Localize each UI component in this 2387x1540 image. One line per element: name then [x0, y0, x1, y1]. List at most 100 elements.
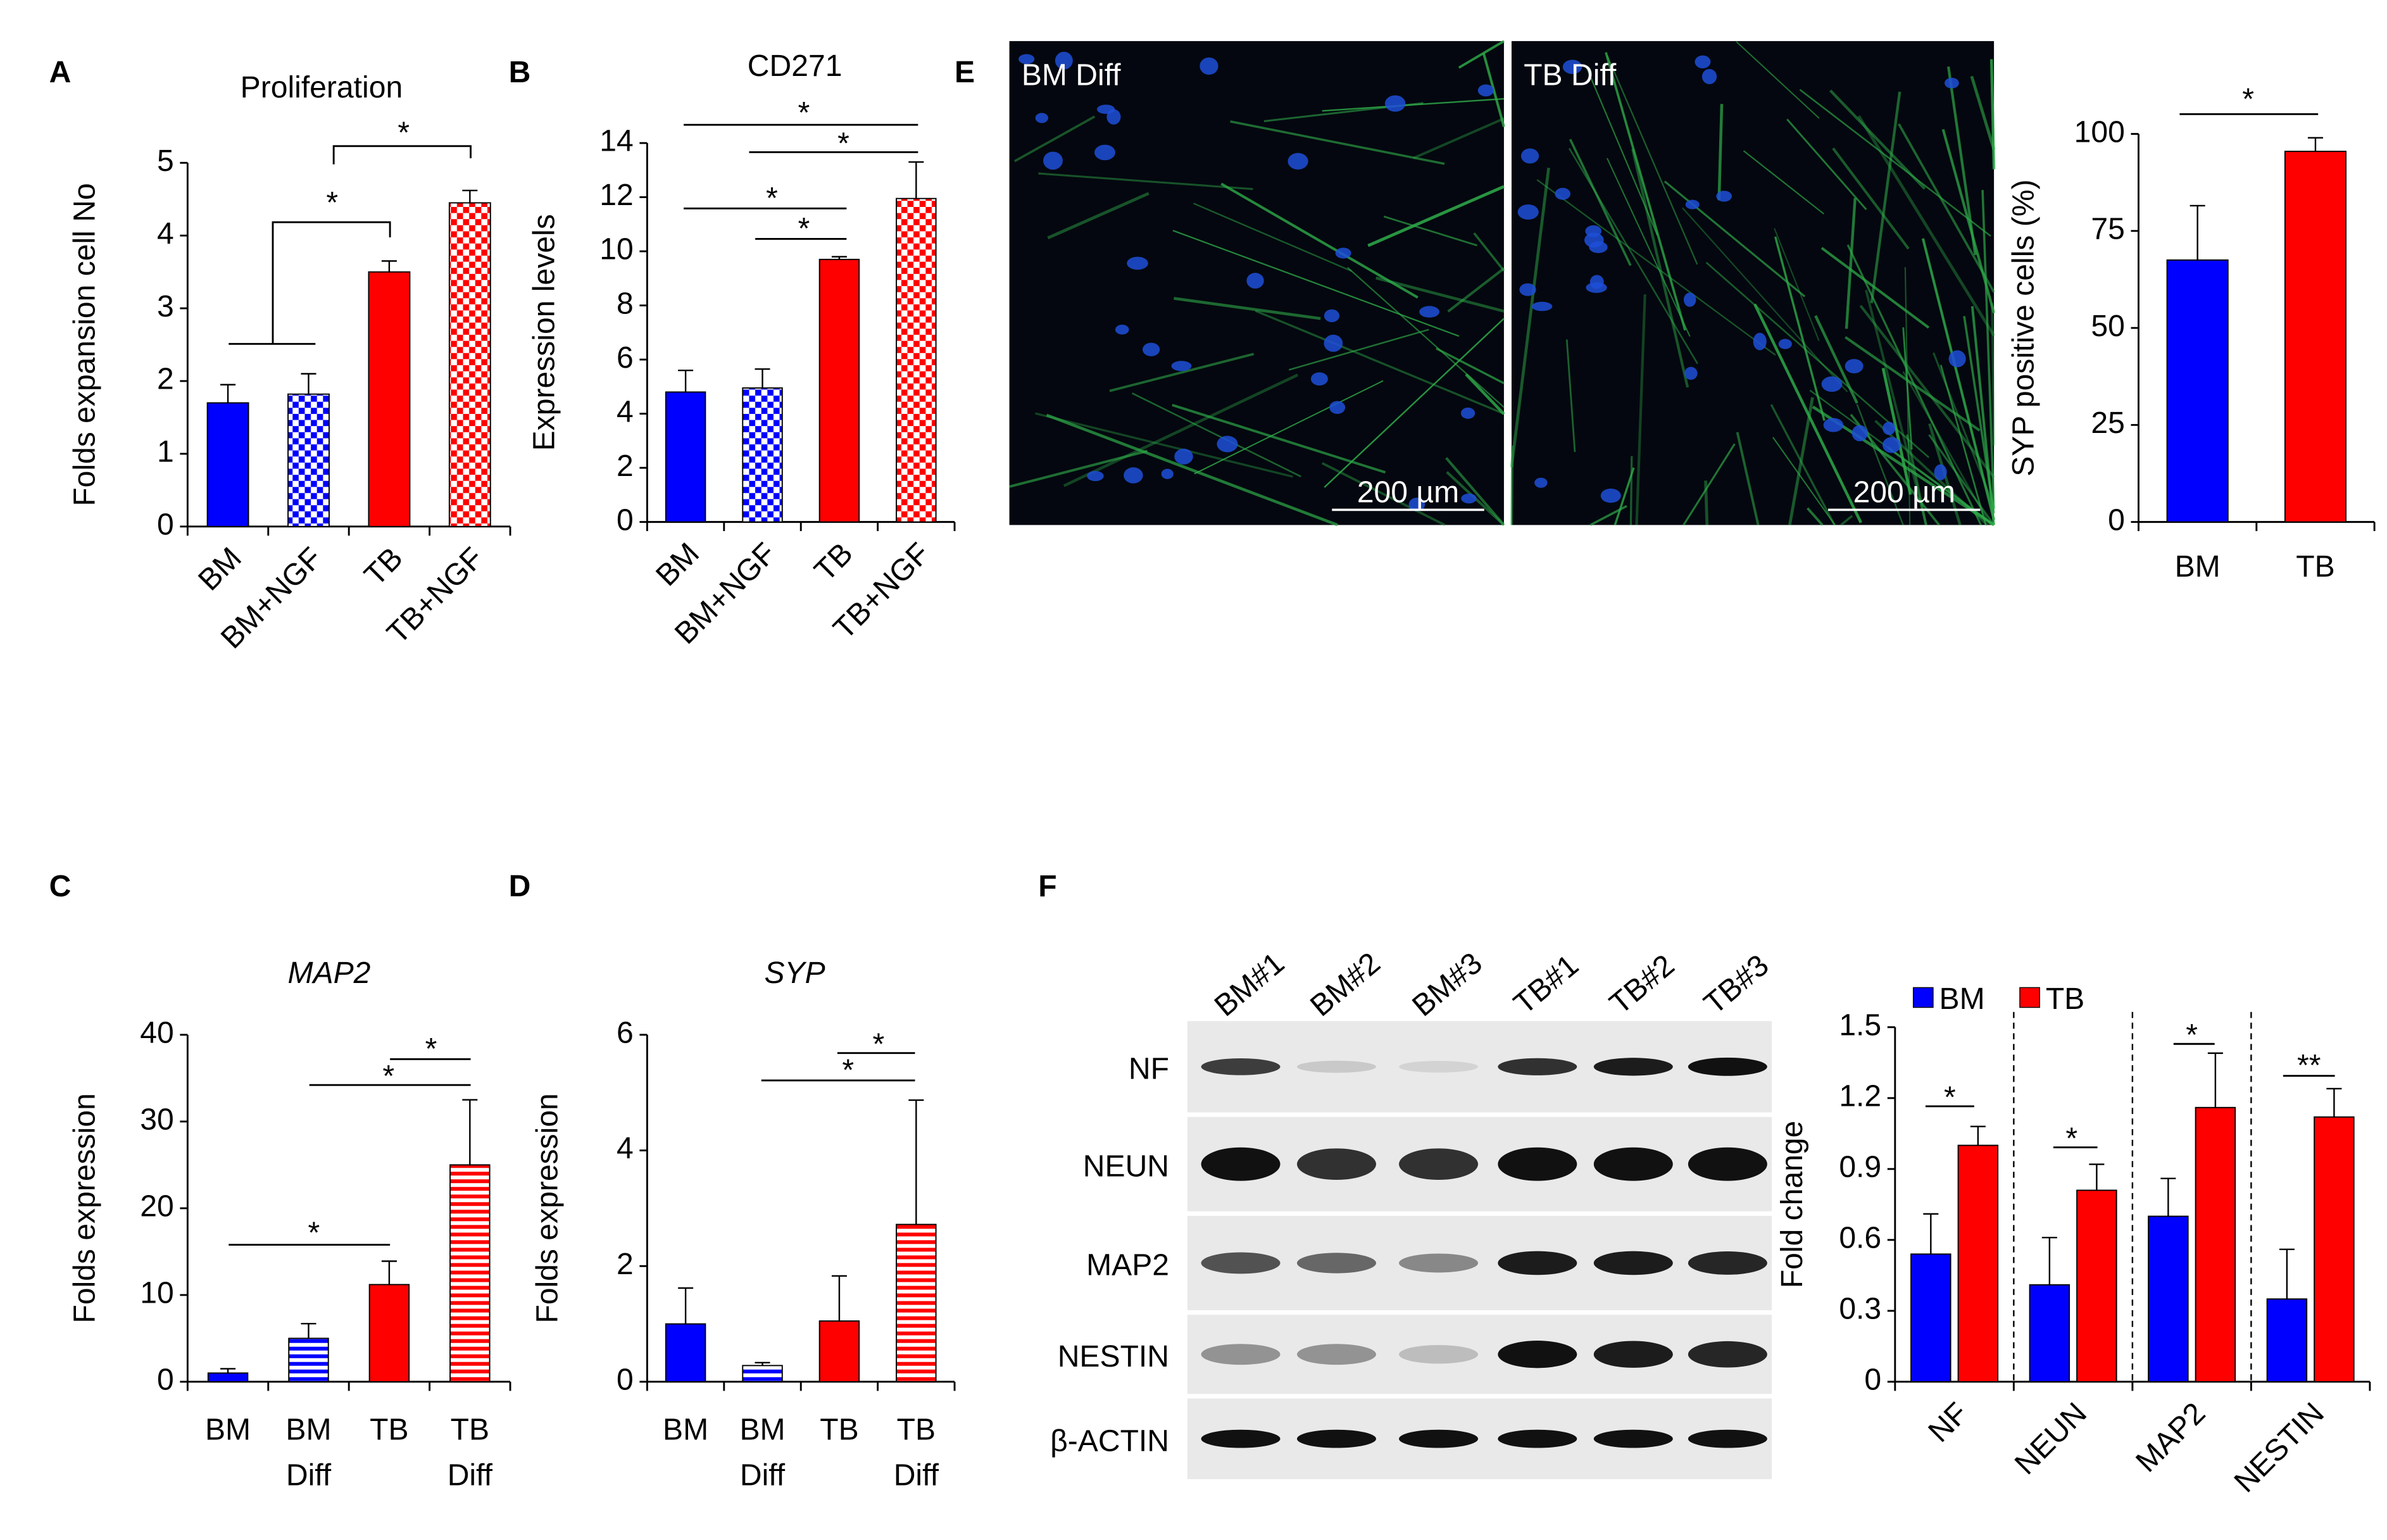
blot-row [1187, 1315, 1772, 1394]
error-bar [1970, 1125, 1986, 1146]
bar [2148, 1215, 2189, 1382]
y-axis-label: Folds expression [68, 1093, 102, 1323]
fiber [1939, 365, 1987, 525]
panel-label: B [509, 55, 531, 89]
lane-label: BM#3 [1406, 946, 1489, 1023]
fiber [1786, 118, 1867, 210]
nucleus [1778, 339, 1792, 349]
fiber [1845, 336, 1981, 432]
nucleus [1851, 425, 1868, 442]
row-label: NEUN [1083, 1149, 1169, 1183]
bar [665, 1323, 706, 1382]
bar [448, 202, 491, 527]
significance-label: * [872, 1027, 884, 1061]
blot-band [1201, 1058, 1281, 1075]
micrograph-label: TB Diff [1524, 58, 1617, 92]
fiber [1109, 353, 1255, 392]
fiber [1753, 303, 1862, 523]
bar [368, 271, 411, 527]
significance-label: * [382, 1060, 394, 1094]
fiber [1606, 158, 1691, 337]
fiber [1569, 139, 1632, 266]
fiber [1047, 192, 1150, 240]
fiber [1589, 504, 1627, 527]
chart-title: Proliferation [241, 70, 403, 104]
micrograph [1009, 40, 1505, 527]
blot-band [1201, 1429, 1281, 1448]
error-bar [301, 1322, 316, 1339]
y-tick-label: 0.9 [1839, 1150, 1881, 1184]
blot-band [1593, 1429, 1673, 1448]
error-bar [678, 1287, 694, 1324]
nucleus [1096, 104, 1115, 114]
fiber [1321, 462, 1446, 527]
fiber [1788, 397, 1814, 525]
bar [818, 1320, 860, 1382]
nucleus [1171, 361, 1192, 372]
nucleus [1716, 191, 1732, 202]
blot-band [1498, 1341, 1577, 1368]
fiber [1445, 457, 1505, 526]
blot-band [1688, 1251, 1767, 1275]
row-label: NF [1129, 1052, 1169, 1086]
bar [1910, 1253, 1952, 1382]
error-bar [2089, 1163, 2105, 1191]
nucleus [1384, 95, 1406, 112]
nucleus [1043, 151, 1063, 170]
fiber [1663, 180, 1806, 297]
blot-band [1593, 1251, 1673, 1275]
error-bar [462, 189, 478, 203]
y-axis-label: Folds expression [530, 1093, 565, 1323]
lane-label: BM#2 [1304, 946, 1387, 1023]
fiber [1991, 303, 1995, 446]
fiber [1131, 392, 1301, 478]
bar [896, 197, 937, 523]
x-tick-label: TB Diff [448, 1412, 493, 1492]
nucleus [1555, 187, 1571, 200]
nucleus [1845, 359, 1864, 373]
blot-band [1593, 1058, 1673, 1076]
nucleus [1018, 54, 1035, 65]
blot-band [1498, 1251, 1577, 1275]
fiber [1447, 267, 1505, 313]
chart-title: CD271 [748, 49, 843, 83]
fiber [1941, 128, 1996, 314]
nucleus [1310, 372, 1328, 386]
bar [665, 391, 706, 523]
x-tick-label: TB [820, 1412, 858, 1446]
blot-band [1399, 1253, 1479, 1273]
nucleus [1115, 324, 1129, 335]
y-tick-label: 0 [617, 1363, 634, 1397]
fiber [1046, 413, 1338, 527]
significance-label: * [425, 1032, 437, 1066]
fiber [1436, 347, 1505, 385]
blot-band [1201, 1147, 1281, 1181]
row-label: MAP2 [1086, 1248, 1169, 1282]
y-tick-label: 30 [140, 1103, 173, 1137]
blot-band [1296, 1060, 1376, 1073]
fiber [1194, 380, 1384, 475]
error-bar [220, 1368, 236, 1374]
fiber [1383, 215, 1477, 247]
fiber [1774, 228, 1820, 341]
nucleus [1161, 468, 1174, 479]
fiber [1946, 66, 1977, 256]
blot-band [1399, 1148, 1479, 1180]
nucleus [1460, 407, 1475, 419]
nucleus [1520, 148, 1539, 164]
fiber [1465, 373, 1505, 415]
significance-label: * [837, 127, 849, 161]
nucleus [1124, 467, 1143, 484]
y-tick-label: 10 [599, 232, 633, 266]
fiber [1635, 294, 1646, 525]
fiber [1859, 304, 1995, 479]
nucleus [1174, 448, 1193, 465]
fiber [1856, 404, 1904, 525]
fiber [1840, 515, 1853, 526]
fiber [1375, 276, 1505, 313]
fiber [1981, 190, 1995, 509]
nucleus [1948, 350, 1966, 368]
fiber [1585, 66, 1658, 236]
y-tick-label: 20 [140, 1189, 173, 1224]
blot-band [1688, 1429, 1767, 1448]
